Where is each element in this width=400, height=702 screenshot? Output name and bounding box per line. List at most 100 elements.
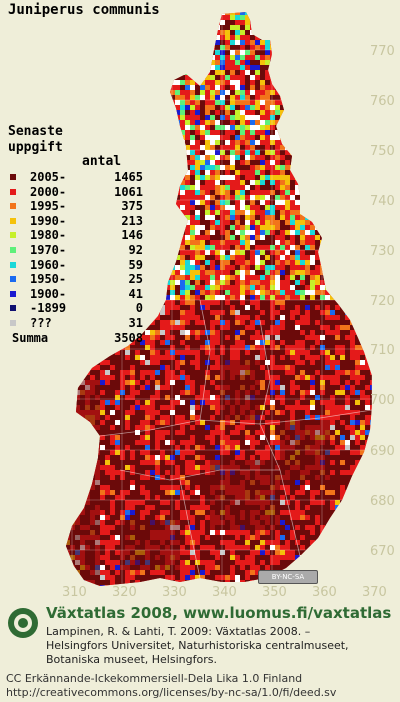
grid-cell — [190, 150, 195, 155]
grid-cell — [310, 35, 315, 40]
grid-cell — [285, 250, 290, 255]
grid-cell — [365, 330, 370, 335]
grid-cell — [255, 115, 260, 120]
grid-cell — [170, 290, 175, 295]
grid-cell — [230, 120, 235, 125]
grid-cell — [210, 300, 215, 305]
grid-cell — [130, 375, 135, 380]
grid-cell — [350, 340, 355, 345]
grid-cell — [225, 225, 230, 230]
grid-cell — [170, 55, 175, 60]
grid-cell — [135, 45, 140, 50]
grid-cell — [315, 375, 320, 380]
grid-cell — [145, 215, 150, 220]
grid-cell — [250, 315, 255, 320]
grid-cell — [220, 145, 225, 150]
grid-cell — [360, 365, 365, 370]
grid-cell — [320, 190, 325, 195]
grid-cell — [285, 290, 290, 295]
grid-cell — [355, 35, 360, 40]
grid-cell — [155, 155, 160, 160]
grid-cell — [340, 35, 345, 40]
grid-cell — [155, 145, 160, 150]
grid-cell — [105, 40, 110, 45]
grid-cell — [210, 285, 215, 290]
grid-cell — [90, 45, 95, 50]
grid-cell — [220, 70, 225, 75]
grid-cell — [205, 50, 210, 55]
grid-cell — [265, 220, 270, 225]
grid-cell — [315, 240, 320, 245]
grid-cell — [330, 395, 335, 400]
grid-cell — [355, 395, 360, 400]
grid-cell — [320, 155, 325, 160]
grid-cell — [305, 75, 310, 80]
grid-cell — [310, 110, 315, 115]
grid-cell — [280, 390, 285, 395]
grid-cell — [280, 135, 285, 140]
grid-cell — [330, 210, 335, 215]
grid-cell — [120, 75, 125, 80]
grid-cell — [325, 135, 330, 140]
grid-cell — [205, 330, 210, 335]
grid-cell — [200, 290, 205, 295]
grid-cell — [120, 355, 125, 360]
grid-cell — [145, 310, 150, 315]
grid-cell — [270, 370, 275, 375]
grid-cell — [160, 385, 165, 390]
grid-cell — [165, 60, 170, 65]
grid-cell — [60, 20, 65, 25]
grid-cell — [295, 280, 300, 285]
grid-cell — [160, 20, 165, 25]
grid-cell — [215, 70, 220, 75]
grid-cell — [215, 175, 220, 180]
grid-cell — [360, 245, 365, 250]
grid-cell — [245, 275, 250, 280]
grid-cell — [280, 355, 285, 360]
grid-cell — [335, 370, 340, 375]
grid-cell — [340, 105, 345, 110]
grid-cell — [80, 355, 85, 360]
grid-cell — [130, 65, 135, 70]
grid-cell — [90, 375, 95, 380]
grid-cell — [295, 60, 300, 65]
grid-cell — [75, 100, 80, 105]
grid-cell — [230, 345, 235, 350]
grid-cell — [330, 70, 335, 75]
grid-cell — [275, 165, 280, 170]
grid-cell — [305, 12, 310, 15]
grid-cell — [295, 30, 300, 35]
grid-cell — [70, 110, 75, 115]
grid-cell — [100, 360, 105, 365]
grid-cell — [85, 80, 90, 85]
grid-cell — [190, 125, 195, 130]
grid-cell — [320, 125, 325, 130]
grid-cell — [185, 85, 190, 90]
grid-cell — [305, 250, 310, 255]
grid-cell — [205, 230, 210, 235]
grid-cell — [340, 350, 345, 355]
grid-cell — [275, 215, 280, 220]
grid-cell — [190, 80, 195, 85]
grid-cell — [165, 150, 170, 155]
grid-cell — [195, 385, 200, 390]
grid-cell — [230, 235, 235, 240]
grid-cell — [195, 335, 200, 340]
grid-cell — [180, 160, 185, 165]
grid-cell — [285, 70, 290, 75]
grid-cell — [220, 160, 225, 165]
grid-cell — [230, 15, 235, 20]
grid-cell — [245, 90, 250, 95]
grid-cell — [335, 110, 340, 115]
grid-cell — [280, 35, 285, 40]
grid-cell — [66, 45, 70, 50]
grid-cell — [185, 325, 190, 330]
grid-cell — [375, 285, 380, 290]
grid-cell — [200, 180, 205, 185]
grid-cell — [225, 150, 230, 155]
grid-cell — [355, 325, 360, 330]
grid-cell — [70, 400, 75, 405]
grid-cell — [205, 340, 210, 345]
grid-cell — [175, 115, 180, 120]
grid-cell — [285, 270, 290, 275]
